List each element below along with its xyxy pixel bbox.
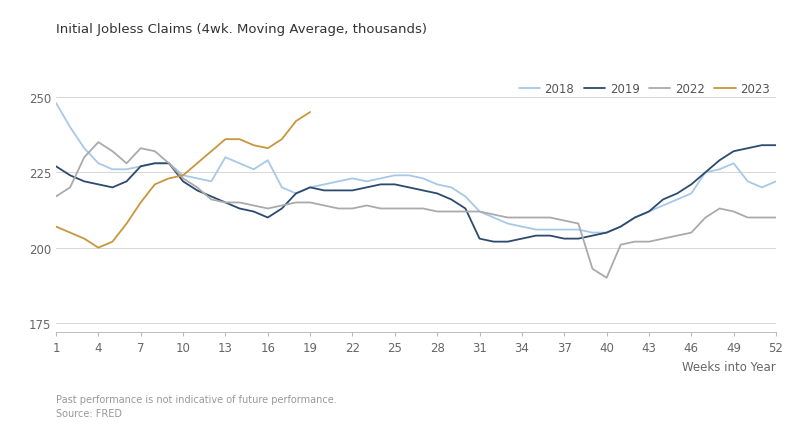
2023	[51, 225, 61, 230]
2018	[729, 161, 738, 167]
Line: 2023: 2023	[56, 113, 310, 248]
2022	[319, 204, 329, 209]
2019	[306, 185, 315, 190]
2019	[108, 185, 118, 190]
2023	[249, 143, 258, 148]
Line: 2022: 2022	[56, 143, 776, 278]
2019	[503, 239, 513, 245]
2018	[517, 225, 526, 230]
2023	[291, 119, 301, 124]
2023	[150, 182, 160, 187]
Line: 2019: 2019	[56, 146, 776, 242]
2022	[122, 161, 131, 167]
2019	[432, 191, 442, 196]
2018	[108, 167, 118, 173]
Text: Initial Jobless Claims (4wk. Moving Average, thousands): Initial Jobless Claims (4wk. Moving Aver…	[56, 23, 427, 36]
2023	[306, 110, 315, 115]
2023	[277, 137, 286, 142]
2023	[136, 200, 146, 205]
2018	[489, 216, 498, 221]
2018	[771, 179, 781, 184]
2022	[771, 216, 781, 221]
2023	[122, 222, 131, 227]
Text: Past performance is not indicative of future performance.: Past performance is not indicative of fu…	[56, 394, 337, 404]
2023	[263, 146, 273, 151]
2022	[404, 207, 414, 212]
2022	[602, 276, 611, 281]
2022	[446, 210, 456, 215]
2023	[164, 176, 174, 181]
2022	[503, 216, 513, 221]
2023	[66, 230, 75, 236]
2019	[390, 182, 400, 187]
2023	[94, 245, 103, 250]
Legend: 2018, 2019, 2022, 2023: 2018, 2019, 2022, 2023	[518, 83, 770, 95]
Line: 2018: 2018	[56, 104, 776, 233]
Text: Weeks into Year: Weeks into Year	[682, 360, 776, 373]
2018	[390, 173, 400, 178]
2023	[221, 137, 230, 142]
2023	[79, 236, 89, 242]
2019	[51, 164, 61, 170]
2018	[588, 230, 598, 236]
2023	[206, 149, 216, 154]
Text: Source: FRED: Source: FRED	[56, 408, 122, 418]
2022	[531, 216, 541, 221]
2019	[757, 143, 766, 148]
2019	[531, 233, 541, 239]
2019	[489, 239, 498, 245]
2023	[178, 173, 188, 178]
2022	[51, 194, 61, 199]
2022	[94, 140, 103, 145]
2023	[234, 137, 244, 142]
2023	[108, 239, 118, 245]
2018	[306, 185, 315, 190]
2018	[51, 101, 61, 106]
2019	[771, 143, 781, 148]
2023	[192, 161, 202, 167]
